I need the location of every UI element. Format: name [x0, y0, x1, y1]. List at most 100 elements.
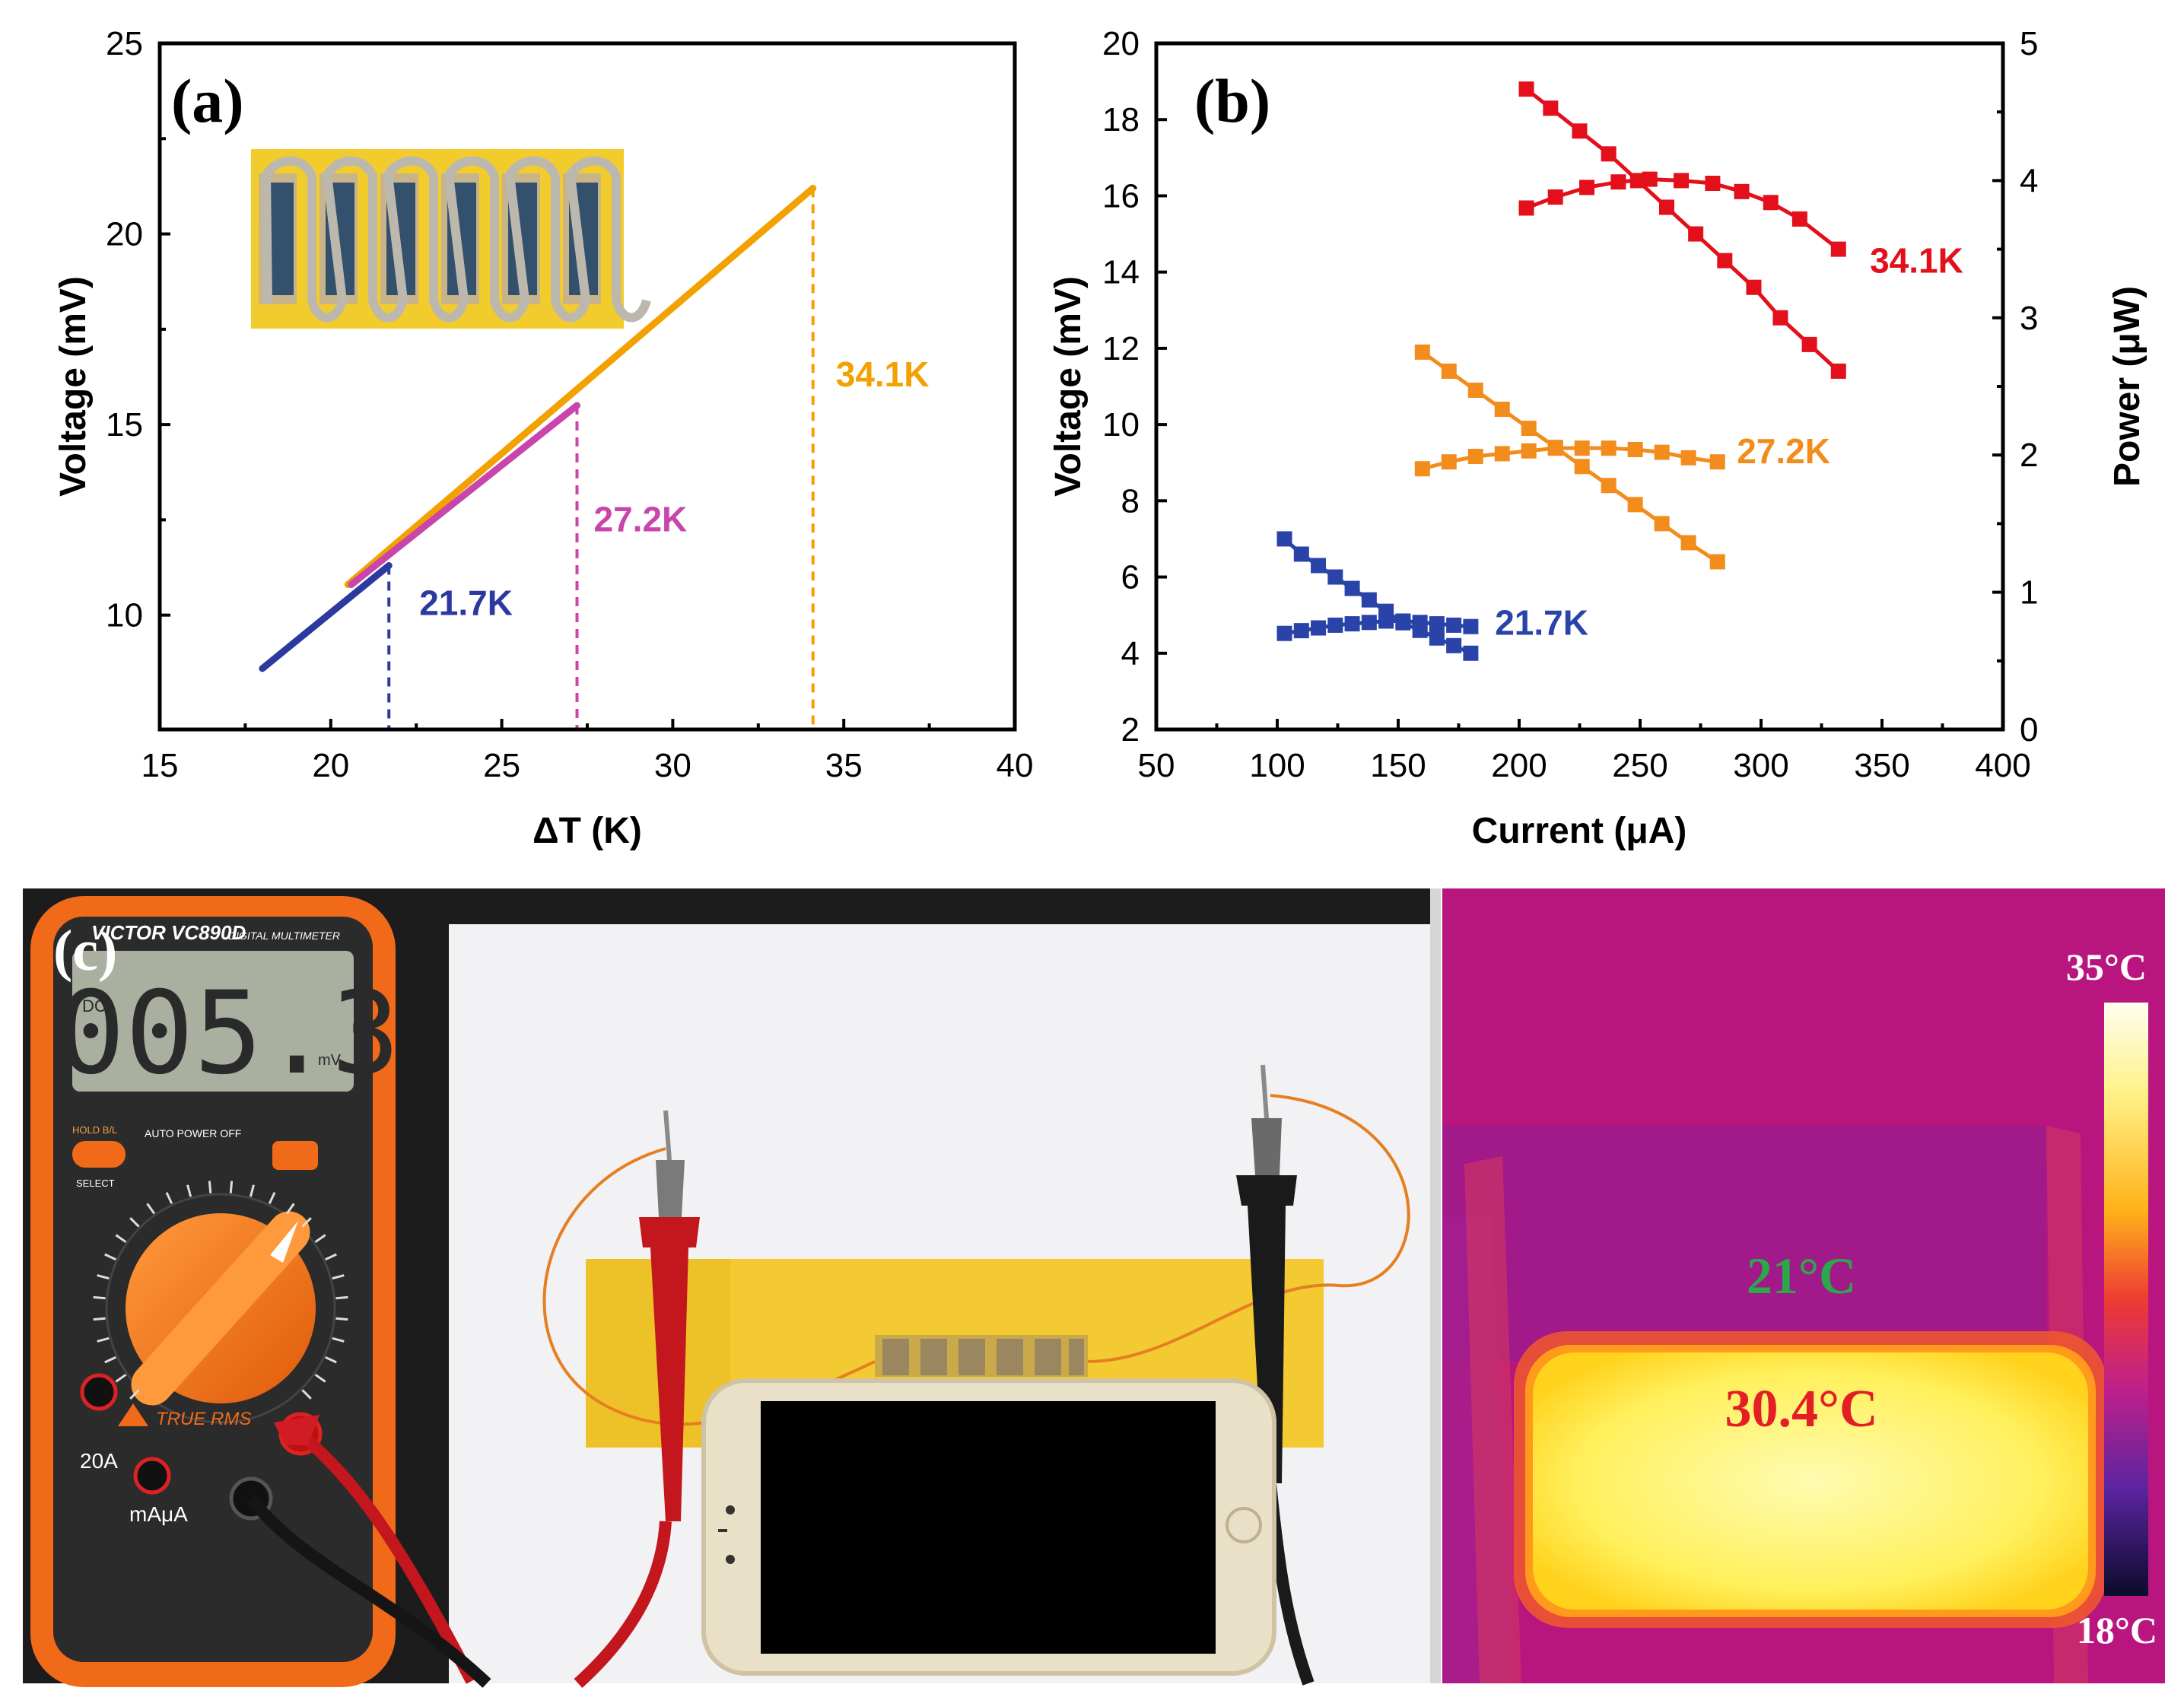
panel-b-power-point: [1467, 449, 1483, 465]
panel-b-voltage-point: [1441, 363, 1457, 379]
panel-b-power-point: [1705, 176, 1721, 192]
red-probe: [574, 1110, 700, 1688]
panel-b-y-tick-label: 18: [1102, 101, 1140, 138]
meter-hold-label: HOLD B/L: [72, 1124, 117, 1136]
panel-b-power-point: [1378, 613, 1394, 629]
panel-b-x-axis-label: Current (μA): [1472, 811, 1687, 851]
panel-a-x-axis-label: ΔT (K): [532, 811, 642, 851]
meter-dial-tick: [104, 1253, 116, 1261]
meter-dial-tick: [229, 1181, 234, 1193]
panel-b-power-point: [1547, 440, 1563, 456]
meter-dial-tick: [332, 1336, 345, 1343]
panel-b-y-tick-label: 20: [1102, 25, 1140, 62]
panel-b-y-tick-label: 12: [1102, 330, 1140, 367]
panel-a-label: (a): [171, 66, 244, 135]
meter-select-label: SELECT: [76, 1178, 115, 1189]
panel-b-y-tick-label: 8: [1121, 482, 1140, 520]
meter-socket-ma: [133, 1457, 171, 1495]
panel-b-series: 34.1K 27.2K 21.7K: [1276, 81, 1963, 661]
panel-b-power-point: [1601, 440, 1617, 456]
meter-dial-tick: [325, 1356, 337, 1364]
meter-dial-tick: [186, 1184, 192, 1197]
panel-b-voltage-point: [1746, 279, 1762, 295]
panel-b-power-point: [1429, 616, 1445, 632]
panel-b-power-point: [1446, 617, 1462, 633]
smartphone: [701, 1378, 1276, 1676]
meter-dial-tick: [97, 1336, 110, 1343]
black-lead-wire: [246, 1495, 491, 1688]
panel-b-power-point: [1574, 440, 1590, 456]
panel-b-power-point: [1311, 620, 1327, 636]
meter-dial-tick: [165, 1192, 173, 1204]
panel-b-y-tick-label: 10: [1102, 406, 1140, 443]
device-inset-schematic: [251, 149, 651, 329]
panel-b-voltage-point: [1414, 344, 1430, 360]
panel-b-x-tick-label: 50: [1138, 747, 1175, 784]
meter-display: [72, 951, 354, 1092]
meter-dial-tick: [332, 1274, 345, 1280]
panel-b-y-tick-label: 2: [1121, 711, 1140, 748]
panel-b-power-point: [1642, 171, 1658, 187]
panel-b-power-point: [1414, 461, 1430, 477]
panel-b-voltage-point: [1629, 173, 1645, 189]
meter-dial-tick: [104, 1356, 116, 1364]
panel-b-voltage-point: [1361, 592, 1377, 608]
panel-a-y-tick-label: 20: [106, 216, 143, 253]
panel-b-power-point: [1674, 173, 1690, 189]
meter-dial-tick: [268, 1192, 276, 1204]
panel-b-power-point: [1791, 211, 1807, 227]
panel-b-voltage-point: [1521, 421, 1537, 437]
meter-dial-tick: [314, 1234, 326, 1244]
panel-b-power-point: [1579, 180, 1595, 195]
panel-a-line-21.7K: [259, 562, 393, 672]
panel-b-voltage-point: [1463, 645, 1479, 661]
panel-b-voltage-point: [1654, 516, 1670, 532]
panel-b-y2-tick-label: 5: [2020, 25, 2038, 62]
panel-a-series-label-27.2K: 27.2K: [594, 499, 688, 539]
meter-dial-tick: [285, 1203, 295, 1215]
panel-b-power-point: [1361, 615, 1377, 631]
panel-a-y-tick-label: 15: [106, 406, 143, 443]
panel-b-label: (b): [1194, 66, 1270, 135]
meter-transistor-socket: [272, 1141, 318, 1170]
panel-b-y2-tick-label: 2: [2020, 437, 2038, 474]
meter-subtitle: DIGITAL MULTIMETER: [228, 930, 340, 942]
thermoelectric-device: [875, 1335, 1088, 1377]
meter-socket-20a: [80, 1373, 118, 1411]
panel-a-x-tick-label: 40: [997, 747, 1034, 784]
meter-dial-tick: [97, 1274, 110, 1280]
meter-port-ma-label: mAμA: [129, 1502, 188, 1526]
meter-dial-tick: [146, 1203, 156, 1215]
panel-b-power-point: [1610, 174, 1626, 190]
meter-dial-tick: [115, 1234, 127, 1244]
panel-b-voltage-point: [1572, 123, 1588, 139]
panel-b-voltage-point: [1658, 199, 1674, 215]
panel-b-voltage-point: [1276, 531, 1292, 547]
panel-b-series-label-34.1K: 34.1K: [1870, 241, 1963, 281]
panel-b-power-point: [1412, 615, 1428, 631]
thermal-device-temp: 30.4°C: [1725, 1380, 1877, 1438]
panel-b-power-point: [1654, 444, 1670, 460]
panel-a-x-tick-label: 25: [483, 747, 520, 784]
meter-dial-tick: [129, 1389, 140, 1400]
meter-dial-tick: [93, 1295, 106, 1300]
panel-b-power-point: [1763, 195, 1779, 211]
panel-a-x-tick-label: 30: [654, 747, 691, 784]
thermal-ambient-temp: 21°C: [1747, 1247, 1856, 1305]
panel-b-power-point: [1344, 616, 1360, 632]
meter-dial-tick: [129, 1217, 140, 1228]
meter-dial-tick: [301, 1217, 312, 1228]
phone-home-button: [1226, 1507, 1262, 1543]
panel-b-power-point: [1518, 200, 1534, 216]
panel-a-line-34.1K: [344, 184, 817, 589]
panel-b-y-tick-label: 6: [1121, 559, 1140, 596]
thermal-scale-min: 18°C: [2077, 1609, 2157, 1651]
panel-b-x-tick-label: 200: [1491, 747, 1547, 784]
panel-b-power-point: [1627, 441, 1643, 457]
meter-dial-tick: [208, 1181, 212, 1193]
meter-dial-tick: [249, 1184, 255, 1197]
panel-b-voltage-point: [1601, 478, 1617, 494]
meter-dial-tick: [335, 1317, 348, 1321]
chart-panel-a: 34.1K 27.2K 21.7K 15 20 25 30 35 40 10 15 20 25 (a)…: [53, 25, 1033, 851]
